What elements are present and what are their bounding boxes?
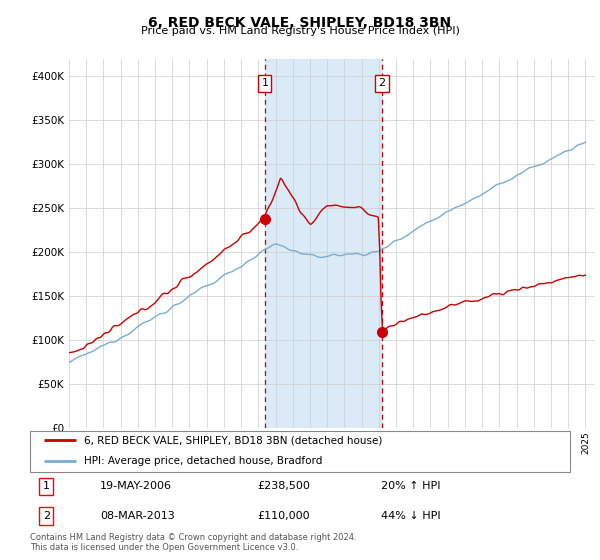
- Text: 44% ↓ HPI: 44% ↓ HPI: [381, 511, 440, 521]
- Text: 2: 2: [379, 78, 385, 88]
- Text: 1: 1: [43, 482, 50, 491]
- Bar: [265, 59, 382, 428]
- Text: 19-MAY-2006: 19-MAY-2006: [100, 482, 172, 491]
- Text: £238,500: £238,500: [257, 482, 310, 491]
- FancyBboxPatch shape: [30, 431, 570, 472]
- Text: 6, RED BECK VALE, SHIPLEY, BD18 3BN (detached house): 6, RED BECK VALE, SHIPLEY, BD18 3BN (det…: [84, 435, 382, 445]
- Text: This data is licensed under the Open Government Licence v3.0.: This data is licensed under the Open Gov…: [30, 543, 298, 552]
- Text: HPI: Average price, detached house, Bradford: HPI: Average price, detached house, Brad…: [84, 456, 322, 466]
- Text: 20% ↑ HPI: 20% ↑ HPI: [381, 482, 440, 491]
- Text: £110,000: £110,000: [257, 511, 310, 521]
- Text: 08-MAR-2013: 08-MAR-2013: [100, 511, 175, 521]
- Text: 6, RED BECK VALE, SHIPLEY, BD18 3BN: 6, RED BECK VALE, SHIPLEY, BD18 3BN: [148, 16, 452, 30]
- Text: Contains HM Land Registry data © Crown copyright and database right 2024.: Contains HM Land Registry data © Crown c…: [30, 533, 356, 542]
- Text: 1: 1: [262, 78, 268, 88]
- Text: Price paid vs. HM Land Registry's House Price Index (HPI): Price paid vs. HM Land Registry's House …: [140, 26, 460, 36]
- Text: 2: 2: [43, 511, 50, 521]
